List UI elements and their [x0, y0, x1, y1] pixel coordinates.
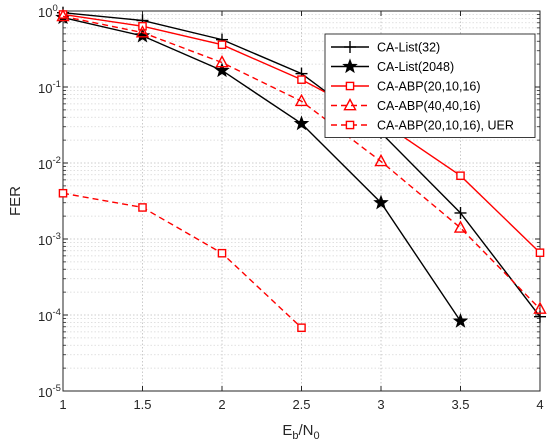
y-tick-label: 10-1 — [38, 79, 61, 96]
series-4-point — [453, 220, 468, 233]
legend-marker — [342, 58, 358, 74]
x-tick-label: 1.5 — [133, 397, 151, 412]
legend-marker — [345, 81, 355, 91]
series-3-point — [217, 40, 227, 50]
series-3-point — [535, 248, 545, 258]
series-3-point — [456, 171, 465, 181]
series-4-point — [215, 55, 229, 68]
y-axis-label: FER — [7, 186, 24, 216]
legend-entry-3: CA-ABP(20,10,16) — [331, 80, 481, 94]
series-1-point — [454, 206, 467, 219]
legend-label: CA-ABP(20,10,16), UER — [377, 119, 514, 133]
x-tick-label: 1 — [59, 397, 66, 412]
x-axis-label-base-sub: b — [292, 430, 298, 442]
series-5-point — [217, 248, 227, 258]
series-5-line — [62, 192, 302, 329]
x-axis-label-sep: /N — [299, 422, 314, 439]
legend-label: CA-List(32) — [377, 41, 440, 55]
x-axis-label-base: E — [282, 422, 292, 439]
x-tick-label: 3.5 — [451, 397, 469, 412]
series-2-line — [62, 16, 462, 322]
legend-label: CA-ABP(20,10,16) — [377, 80, 481, 94]
series-4-point — [533, 301, 547, 314]
legend: CA-List(32) CA-List(2048) CA-ABP(20,10,16)… — [324, 33, 536, 138]
series-2-point — [452, 312, 469, 328]
x-axis-label-sep-sub: 0 — [314, 430, 320, 442]
legend-entry-1: CA-List(32) — [331, 41, 440, 55]
y-tick-label: 10-2 — [38, 155, 61, 172]
legend-marker — [344, 41, 356, 53]
series-4 — [56, 8, 547, 314]
x-axis-label: Eb/N0 — [282, 422, 319, 442]
series-5-point — [138, 203, 147, 212]
series-2-point — [214, 62, 230, 78]
legend-label: CA-ABP(40,40,16) — [377, 99, 481, 113]
series-4-line — [62, 15, 541, 310]
y-tick-label: 10-5 — [38, 383, 61, 400]
y-tick-label: 10-4 — [38, 307, 61, 324]
y-tick-label: 10-3 — [38, 231, 61, 248]
series-4-point — [294, 93, 309, 107]
series-4-point — [56, 8, 70, 22]
x-tick-label: 2.5 — [292, 397, 310, 412]
series-4-point — [374, 153, 388, 167]
legend-entry-5: CA-ABP(20,10,16), UER — [331, 119, 514, 133]
x-tick-label: 3 — [377, 397, 384, 412]
legend-label: CA-List(2048) — [377, 60, 454, 74]
legend-entry-4: CA-ABP(40,40,16) — [331, 98, 481, 113]
series-3-point — [297, 75, 306, 84]
series-2-point — [373, 194, 389, 210]
x-tick-label: 2 — [218, 397, 225, 412]
series-4-point — [135, 25, 150, 38]
series-5-point — [58, 188, 68, 198]
y-tick-label: 100 — [38, 3, 58, 20]
legend-marker — [345, 120, 355, 130]
x-tick-label: 4 — [536, 397, 543, 412]
series-5 — [58, 188, 306, 333]
legend-marker — [343, 98, 357, 111]
legend-entry-2: CA-List(2048) — [331, 58, 454, 74]
series-5-point — [297, 323, 306, 333]
series-2-point — [293, 115, 310, 131]
series-2-point — [134, 27, 151, 43]
